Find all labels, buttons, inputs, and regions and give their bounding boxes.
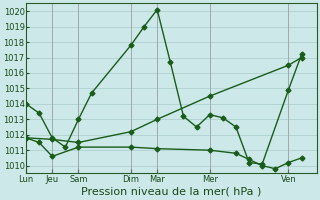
X-axis label: Pression niveau de la mer( hPa ): Pression niveau de la mer( hPa ) bbox=[81, 187, 261, 197]
